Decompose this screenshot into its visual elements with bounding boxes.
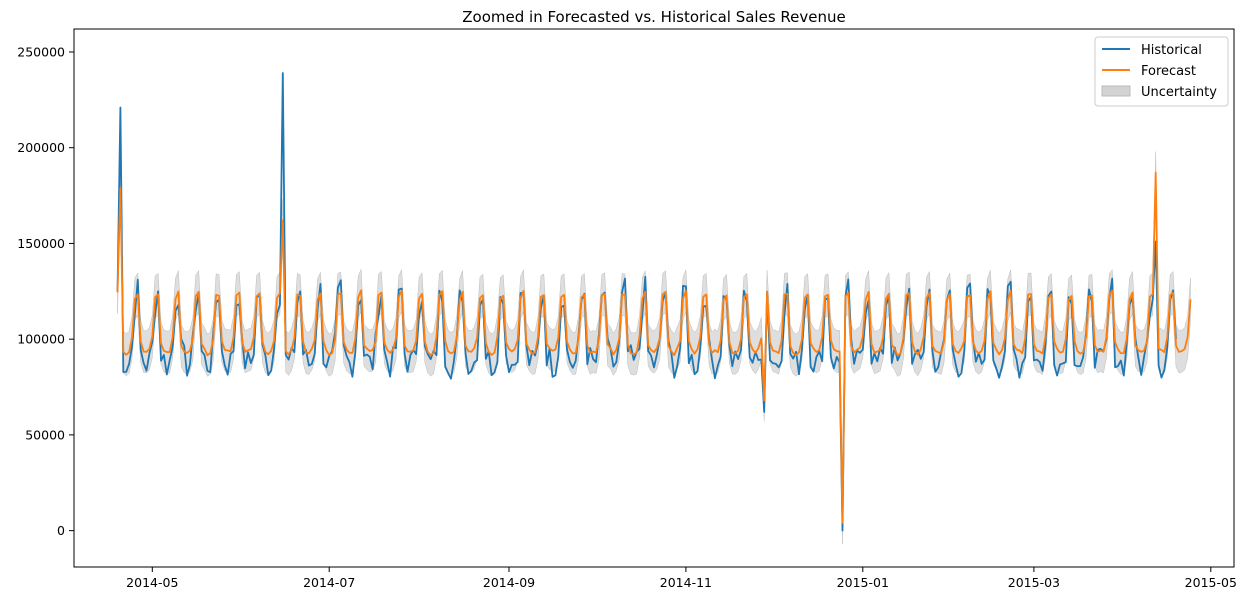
- forecast-line: [116, 171, 1192, 524]
- y-tick-label: 100000: [17, 332, 65, 347]
- y-tick-label: 250000: [17, 44, 65, 59]
- x-axis: 2014-05 2014-07 2014-09 2014-11 2015-01 2015-…: [126, 567, 1237, 590]
- y-axis: 0 50000 100000 150000 200000 250000: [17, 44, 74, 538]
- chart-title: Zoomed in Forecasted vs. Historical Sale…: [462, 8, 845, 26]
- legend-uncertainty-label: Uncertainty: [1141, 85, 1217, 100]
- series-layer: [116, 72, 1192, 532]
- legend-uncertainty-swatch: [1101, 85, 1131, 97]
- legend: Historical Forecast Uncertainty: [1094, 36, 1229, 107]
- x-tick-label: 2015-05: [1185, 575, 1237, 590]
- y-tick-label: 200000: [17, 140, 65, 155]
- legend-historical-label: Historical: [1141, 43, 1202, 58]
- x-tick-label: 2014-11: [660, 575, 712, 590]
- y-tick-label: 150000: [17, 236, 65, 251]
- x-tick-label: 2014-09: [483, 575, 535, 590]
- uncertainty-band: [117, 151, 1191, 545]
- x-tick-label: 2014-05: [126, 575, 178, 590]
- plot-frame: [73, 28, 1235, 568]
- x-tick-label: 2015-03: [1008, 575, 1060, 590]
- legend-forecast-label: Forecast: [1141, 64, 1196, 79]
- x-tick-label: 2014-07: [303, 575, 355, 590]
- uncertainty-layer: [117, 151, 1191, 545]
- y-tick-label: 50000: [25, 427, 65, 442]
- y-tick-label: 0: [57, 523, 65, 538]
- x-tick-label: 2015-01: [837, 575, 889, 590]
